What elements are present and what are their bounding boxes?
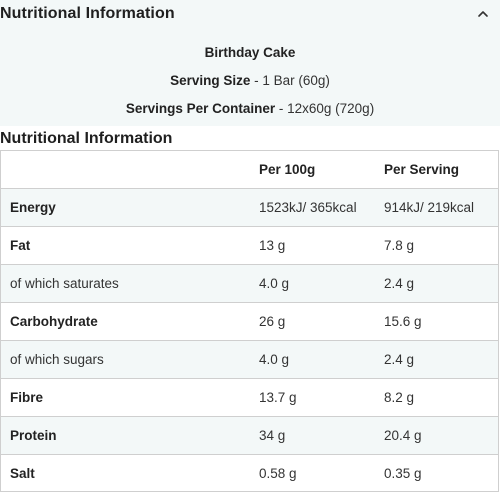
chevron-up-icon[interactable] [476,7,490,21]
table-row: of which saturates 4.0 g 2.4 g [1,264,498,302]
serving-size-value: - 1 Bar (60g) [250,73,330,88]
per-serving-value: 7.8 g [384,238,415,253]
per-serving-value: 2.4 g [384,352,415,367]
per-serving-value: 15.6 g [384,314,422,329]
per-100g-value: 34 g [259,428,286,443]
nutrient-name: Fibre [10,390,44,405]
table-row: of which sugars 4.0 g 2.4 g [1,340,498,378]
table-row: Carbohydrate 26 g 15.6 g [1,302,498,340]
per-serving-value: 0.35 g [384,465,422,481]
product-name-line: Birthday Cake [0,45,500,60]
per-100g-value: 13 g [259,238,286,253]
servings-value: - 12x60g (720g) [275,101,375,116]
per-serving-value: 914kJ/ 219kcal [384,200,475,215]
serving-size-line: Serving Size - 1 Bar (60g) [0,73,500,88]
per-100g-value: 26 g [259,314,286,329]
nutrient-name: Carbohydrate [10,314,98,329]
nutrient-name: of which sugars [10,352,104,367]
per-100g-value: 13.7 g [259,390,297,405]
product-name: Birthday Cake [204,45,296,60]
nutrient-name: Fat [10,238,31,253]
accordion-title: Nutritional Information [0,5,175,22]
per-serving-value: 8.2 g [384,390,415,405]
nutrient-name: of which saturates [10,276,119,291]
header-per-100g: Per 100g [259,162,316,177]
per-100g-value: 4.0 g [259,276,290,291]
serving-size-label: Serving Size [170,73,251,88]
section-title: Nutritional Information [0,130,173,147]
per-serving-value: 2.4 g [384,276,415,291]
nutrition-accordion-header[interactable]: Nutritional Information [0,0,500,30]
header-per-serving: Per Serving [384,162,460,177]
per-100g-value: 1523kJ/ 365kcal [259,200,357,215]
table-row: Fibre 13.7 g 8.2 g [1,378,498,416]
nutrition-table: Per 100g Per Serving Energy 1523kJ/ 365k… [0,150,499,492]
servings-per-container-line: Servings Per Container - 12x60g (720g) [0,101,500,116]
per-100g-value: 4.0 g [259,352,290,367]
nutrient-name: Energy [10,200,56,215]
table-row: Energy 1523kJ/ 365kcal 914kJ/ 219kcal [1,188,498,226]
table-row: Protein 34 g 20.4 g [1,416,498,454]
nutrient-name: Salt [10,465,35,481]
table-row: Fat 13 g 7.8 g [1,226,498,264]
product-summary: Birthday Cake Serving Size - 1 Bar (60g)… [0,30,500,126]
per-serving-value: 20.4 g [384,428,422,443]
table-header-row: Per 100g Per Serving [1,150,498,188]
nutrient-name: Protein [10,428,57,443]
table-row: Salt 0.58 g 0.35 g [1,454,498,492]
servings-label: Servings Per Container [125,101,276,116]
per-100g-value: 0.58 g [259,465,297,481]
